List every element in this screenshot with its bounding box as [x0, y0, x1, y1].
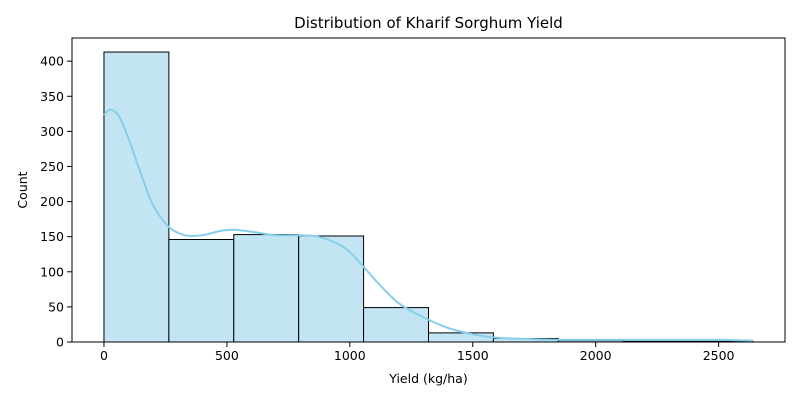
x-tick-label: 2000 — [580, 348, 612, 363]
x-axis-ticks: 0 500 1000 1500 2000 2500 — [100, 342, 735, 363]
kde-curve — [103, 108, 754, 342]
x-tick-label: 1000 — [334, 348, 366, 363]
y-tick-label: 50 — [48, 299, 64, 314]
y-tick-label: 200 — [40, 194, 64, 209]
histogram-bar-2 — [168, 238, 235, 343]
y-tick-label: 400 — [40, 54, 64, 69]
histogram-bars — [103, 51, 754, 343]
x-tick-label: 2500 — [703, 348, 735, 363]
plot-area — [103, 51, 754, 343]
y-tick-label: 250 — [40, 159, 64, 174]
y-axis-ticks: 0 50 100 150 200 250 300 350 400 — [40, 54, 72, 350]
y-tick-label: 350 — [40, 89, 64, 104]
histogram-bar-4 — [298, 235, 365, 343]
x-axis-label: Yield (kg/ha) — [388, 371, 467, 386]
y-tick-label: 0 — [56, 335, 64, 350]
y-axis-label: Count — [15, 171, 30, 208]
y-tick-label: 150 — [40, 229, 64, 244]
y-tick-label: 300 — [40, 124, 64, 139]
histogram-bar-5 — [363, 307, 429, 343]
histogram-bar-1 — [103, 51, 170, 343]
chart-title: Distribution of Kharif Sorghum Yield — [294, 14, 563, 32]
plot-frame — [71, 37, 786, 343]
x-tick-label: 1500 — [457, 348, 489, 363]
histogram-bar-6 — [428, 332, 494, 343]
x-tick-label: 500 — [215, 348, 239, 363]
histogram-bar-3 — [233, 234, 300, 343]
y-tick-label: 100 — [40, 264, 64, 279]
x-tick-label: 0 — [100, 348, 108, 363]
